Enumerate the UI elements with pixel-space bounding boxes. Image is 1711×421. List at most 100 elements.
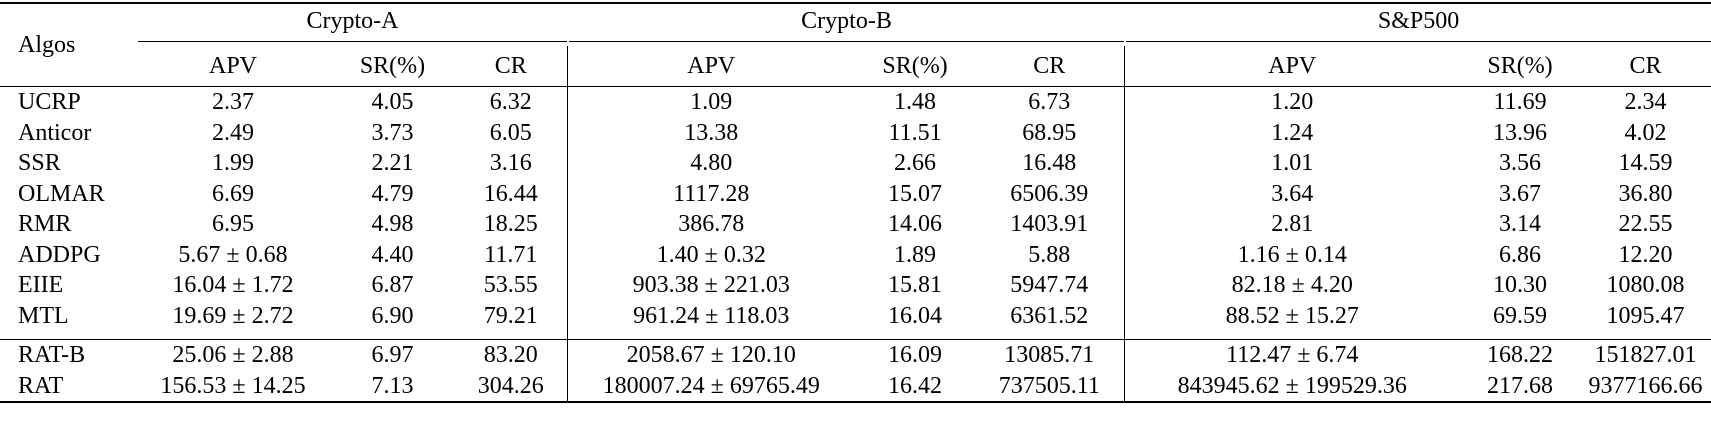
- cell: 14.59: [1618, 150, 1673, 177]
- algo-name: OLMAR: [18, 180, 105, 207]
- algo-name: EIIE: [18, 272, 64, 299]
- column-header: CR: [975, 46, 1125, 87]
- cell: 11.51: [888, 119, 942, 146]
- cell: 1.89: [894, 241, 937, 268]
- cell: 2.34: [1624, 89, 1667, 116]
- cell: 6506.39: [1010, 180, 1089, 207]
- cell: 6.97: [330, 339, 455, 371]
- cell: 217.68: [1460, 370, 1581, 403]
- cell: 1095.47: [1606, 302, 1685, 329]
- cell: 112.47 ± 6.74: [1123, 339, 1461, 371]
- column-header: CR: [455, 46, 568, 87]
- column-header: APV: [1123, 46, 1461, 87]
- cell: 1117.28: [566, 178, 856, 209]
- gap-cell: [0, 331, 136, 340]
- data-row: RAT 156.53 ± 14.25 7.13 304.26 180007.24 ± 6…: [0, 370, 1711, 403]
- cell: 16.04: [888, 302, 943, 329]
- cell: 4.02: [1624, 119, 1667, 146]
- cell: 16.04 ± 1.72: [172, 272, 294, 299]
- cell: 6.69: [212, 180, 254, 207]
- cell: 13.38: [566, 117, 856, 148]
- column-header: SR(%): [330, 46, 455, 87]
- algo-name: MTL: [18, 302, 69, 329]
- cell: 1.99: [212, 150, 254, 177]
- cell: 4.80: [566, 148, 856, 179]
- cell: 4.98: [371, 211, 414, 238]
- algos-header: Algos: [0, 3, 136, 87]
- cell: 5.88: [1028, 241, 1071, 268]
- cell: 6.87: [371, 272, 414, 299]
- data-row: UCRP 2.37 4.05 6.32 1.09 1.48 6.73 1.20 11.69 2.3…: [0, 86, 1711, 118]
- cell: 168.22: [1460, 339, 1581, 371]
- cell: 16.48: [1022, 150, 1077, 177]
- gap-cell: [1580, 331, 1711, 340]
- cell: 82.18 ± 4.20: [1123, 270, 1461, 301]
- cell: 15.81: [888, 272, 943, 299]
- cell: 2.21: [371, 150, 414, 177]
- algo-name: RMR: [18, 211, 72, 238]
- cell: 13.96: [1493, 119, 1548, 146]
- cell: 79.21: [483, 302, 538, 329]
- gap-cell: [330, 331, 455, 340]
- cell: 11.71: [484, 241, 538, 268]
- cell: 13085.71: [975, 339, 1125, 371]
- cell: 6.05: [489, 119, 532, 146]
- gap-cell: [1460, 331, 1580, 340]
- cell: 843945.62 ± 199529.36: [1123, 370, 1461, 403]
- cell: 4.05: [371, 89, 414, 116]
- cell: 3.73: [371, 119, 414, 146]
- cell: 25.06 ± 2.88: [136, 339, 330, 371]
- cell: 903.38 ± 221.03: [566, 270, 856, 301]
- cell: 3.16: [489, 150, 532, 177]
- gap-row: [0, 331, 1711, 340]
- gap-cell: [1123, 331, 1461, 340]
- column-header: APV: [136, 46, 330, 87]
- cell: 19.69 ± 2.72: [172, 302, 294, 329]
- algo-name: Anticor: [18, 119, 92, 146]
- algo-name: RAT-B: [0, 339, 136, 371]
- cell: 12.20: [1618, 241, 1673, 268]
- cell: 2.66: [894, 150, 937, 177]
- cell: 9377166.66: [1580, 370, 1711, 403]
- cell: 1080.08: [1606, 272, 1685, 299]
- data-row: SSR 1.99 2.21 3.16 4.80 2.66 16.48 1.01 3.56 14.5…: [0, 148, 1711, 179]
- gap-cell: [136, 331, 330, 340]
- cell: 304.26: [455, 370, 568, 403]
- group-cell: S&P500: [1124, 3, 1711, 46]
- cell: 2.81: [1123, 209, 1461, 240]
- gap-cell: [975, 331, 1124, 340]
- cell: 1.24: [1123, 117, 1461, 148]
- cell: 16.09: [855, 339, 976, 371]
- data-row: ADDPG 5.67 ± 0.68 4.40 11.71 1.40 ± 0.32 1.89…: [0, 239, 1711, 270]
- cell: 6.95: [212, 211, 254, 238]
- data-row: EIIE 16.04 ± 1.72 6.87 53.55 903.38 ± 221.03…: [0, 270, 1711, 301]
- cell: 36.80: [1618, 180, 1673, 207]
- data-row: RAT-B 25.06 ± 2.88 6.97 83.20 2058.67 ± 120.…: [0, 339, 1711, 371]
- cell: 88.52 ± 15.27: [1123, 300, 1461, 331]
- cell: 3.14: [1499, 211, 1542, 238]
- cell: 14.06: [888, 211, 943, 238]
- cell: 4.79: [371, 180, 414, 207]
- cell: 6.86: [1499, 241, 1542, 268]
- cell: 15.07: [888, 180, 943, 207]
- cell: 2.37: [212, 89, 254, 116]
- cell: 386.78: [566, 209, 856, 240]
- cell: 6.32: [489, 89, 532, 116]
- gap-cell: [455, 331, 567, 340]
- cell: 156.53 ± 14.25: [136, 370, 330, 403]
- cell: 2058.67 ± 120.10: [566, 339, 856, 371]
- algo-name: ADDPG: [18, 241, 101, 268]
- cell: 1403.91: [1010, 211, 1089, 238]
- gap-cell: [566, 331, 856, 340]
- cell: 6.73: [1028, 89, 1071, 116]
- group-header: Crypto-B: [569, 8, 1125, 42]
- results-table: Algos Crypto-A Crypto-B S&P500 APV SR(%) CR APV…: [0, 2, 1711, 403]
- cell: 5.67 ± 0.68: [178, 241, 288, 268]
- cell: 180007.24 ± 69765.49: [566, 370, 856, 403]
- group-header: Crypto-A: [138, 8, 568, 42]
- cell: 10.30: [1493, 272, 1548, 299]
- column-header: APV: [566, 46, 856, 87]
- cell: 151827.01: [1580, 339, 1711, 371]
- cell: 11.69: [1493, 89, 1547, 116]
